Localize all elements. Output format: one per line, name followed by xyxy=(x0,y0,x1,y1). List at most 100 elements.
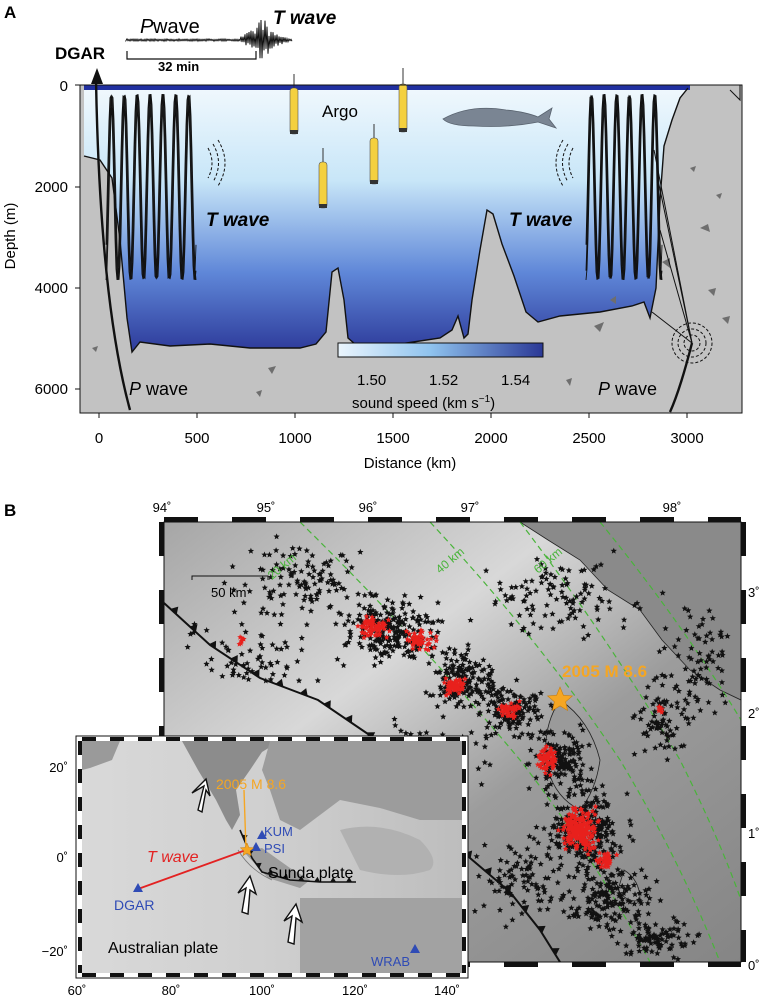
seismogram: P wave T wave 32 min xyxy=(125,8,337,74)
distance-axis-label: Distance (km) xyxy=(364,455,457,472)
ocean-cross-section: Argo T wave T wave P wave P wave xyxy=(80,68,742,413)
depth-tick: 6000 xyxy=(35,381,68,398)
whale-icon xyxy=(442,107,558,129)
inset-trench-teeth xyxy=(242,834,353,882)
t-wave-oscillations-left xyxy=(105,93,197,281)
australian-plate-label: Australian plate xyxy=(108,940,218,957)
seismogram-p-suffix: wave xyxy=(152,16,200,38)
colorbar-gradient xyxy=(337,342,544,358)
argo-float-icon xyxy=(398,68,408,133)
panel-b-letter: B xyxy=(4,501,16,520)
t-wave-oscillations-right xyxy=(585,93,663,281)
station-label-wrab: WRAB xyxy=(371,954,410,969)
inset-epicenter-label: 2005 M 8.6 xyxy=(216,776,286,792)
t-wave-path xyxy=(137,849,247,890)
inset-longitude-tick: 80˚ xyxy=(162,983,181,998)
seismogram-p-letter: P xyxy=(140,16,154,38)
inset-latitude-tick: 0˚ xyxy=(56,850,68,865)
plate-motion-arrows xyxy=(191,777,304,945)
inset-longitude-tick: 140˚ xyxy=(434,983,460,998)
distance-axis: 0 500 1000 1500 2000 2500 3000 Distance … xyxy=(95,413,704,472)
station-triangle-icon xyxy=(251,842,261,851)
time-scale-bracket xyxy=(126,51,257,60)
depth-axis: 0 2000 4000 6000 Depth (m) xyxy=(2,78,80,398)
t-wave-label-left: T wave xyxy=(206,210,270,231)
longitude-tick: 95˚ xyxy=(257,500,276,515)
argo-float-icon xyxy=(289,74,299,135)
seismogram-trace xyxy=(125,19,293,59)
sea-surface xyxy=(84,85,690,90)
argo-float-icon xyxy=(369,124,379,185)
inset-map: 2005 M 8.6 T wave DGAR KUM PSI WRAB Sund… xyxy=(42,735,469,998)
station-label-dgar-inset: DGAR xyxy=(114,897,154,913)
p-wave-label-left: P wave xyxy=(129,379,188,399)
station-triangle-icon xyxy=(257,830,267,839)
colorbar-tick: 1.50 xyxy=(357,372,386,389)
inset-australia-land xyxy=(300,898,462,973)
earthquake-source-rings xyxy=(671,322,713,364)
plate-arrow-icon xyxy=(283,902,304,945)
inset-longitude-tick: 60˚ xyxy=(68,983,87,998)
panel-a-letter: A xyxy=(4,3,16,22)
longitude-tick: 97˚ xyxy=(461,500,480,515)
colorbar-label: sound speed (km s−1) xyxy=(352,394,495,412)
epicenter-leader xyxy=(243,789,247,851)
inset-longitude-tick: 100˚ xyxy=(249,983,275,998)
argo-floats xyxy=(289,68,408,209)
p-wave-ray-right xyxy=(668,342,694,413)
t-wave-label-right: T wave xyxy=(509,210,573,231)
epicenter-label: 2005 M 8.6 xyxy=(562,662,647,681)
inset-t-wave-label: T wave xyxy=(147,849,199,866)
argo-label: Argo xyxy=(322,102,358,121)
sumatra-coast xyxy=(519,522,741,701)
latitude-tick: 0˚ xyxy=(748,958,760,973)
panel-a-frame xyxy=(79,84,743,414)
station-label-psi: PSI xyxy=(264,841,285,856)
inset-epicenter-star-icon xyxy=(239,842,255,857)
latitude-tick: 2˚ xyxy=(748,706,760,721)
p-wave-label-right: P wave xyxy=(598,379,657,399)
p-wave-ray-left xyxy=(94,79,132,411)
inset-java-land xyxy=(244,848,310,888)
distance-tick: 3000 xyxy=(670,430,703,447)
depth-axis-label: Depth (m) xyxy=(2,203,19,270)
inset-longitude-tick: 120˚ xyxy=(342,983,368,998)
colorbar-tick: 1.54 xyxy=(501,372,530,389)
latitude-tick: 3˚ xyxy=(748,585,760,600)
depth-tick: 4000 xyxy=(35,280,68,297)
distance-tick: 2500 xyxy=(572,430,605,447)
inset-india-land xyxy=(82,741,280,830)
distance-tick: 0 xyxy=(95,430,103,447)
ray-paths xyxy=(651,149,693,344)
plate-arrow-icon xyxy=(237,874,258,915)
sound-speed-colorbar: 1.50 1.52 1.54 sound speed (km s−1) xyxy=(337,342,544,412)
colorbar-tick: 1.52 xyxy=(429,372,458,389)
latitude-tick: 1˚ xyxy=(748,826,760,841)
seismogram-t-label: T wave xyxy=(273,8,337,29)
sunda-plate-label: Sunda plate xyxy=(268,865,354,882)
inset-borneo-sulawesi xyxy=(340,826,434,875)
station-label-dgar: DGAR xyxy=(55,44,105,63)
longitude-tick: 98˚ xyxy=(663,500,682,515)
longitude-tick: 96˚ xyxy=(359,500,378,515)
wavefront-arcs-right xyxy=(555,139,574,187)
inset-frame-bars xyxy=(78,737,466,977)
depth-tick: 0 xyxy=(60,78,68,95)
inset-latitude-tick: −20˚ xyxy=(42,944,68,959)
distance-tick: 1000 xyxy=(278,430,311,447)
station-arrow-icon xyxy=(91,68,103,84)
distance-tick: 2000 xyxy=(474,430,507,447)
water-column xyxy=(84,88,688,352)
longitude-tick: 94˚ xyxy=(153,500,172,515)
distance-tick: 1500 xyxy=(376,430,409,447)
inset-arabia-land xyxy=(82,741,120,770)
time-scale-label: 32 min xyxy=(158,59,199,74)
depth-tick: 2000 xyxy=(35,179,68,196)
seafloor-outline xyxy=(83,87,689,354)
station-triangle-icon xyxy=(133,883,143,892)
distance-tick: 500 xyxy=(184,430,209,447)
inset-se-asia-land xyxy=(262,741,462,830)
rock-fragments xyxy=(92,166,730,397)
epicenter-star-icon xyxy=(546,686,574,712)
